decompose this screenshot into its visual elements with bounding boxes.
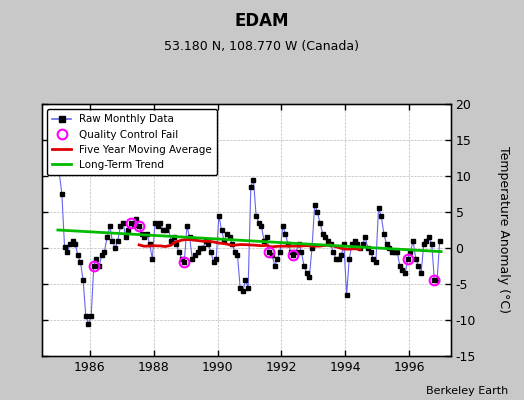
Legend: Raw Monthly Data, Quality Control Fail, Five Year Moving Average, Long-Term Tren: Raw Monthly Data, Quality Control Fail, … bbox=[47, 109, 217, 175]
Y-axis label: Temperature Anomaly (°C): Temperature Anomaly (°C) bbox=[497, 146, 510, 314]
Text: Berkeley Earth: Berkeley Earth bbox=[426, 386, 508, 396]
Text: 53.180 N, 108.770 W (Canada): 53.180 N, 108.770 W (Canada) bbox=[165, 40, 359, 53]
Text: EDAM: EDAM bbox=[235, 12, 289, 30]
